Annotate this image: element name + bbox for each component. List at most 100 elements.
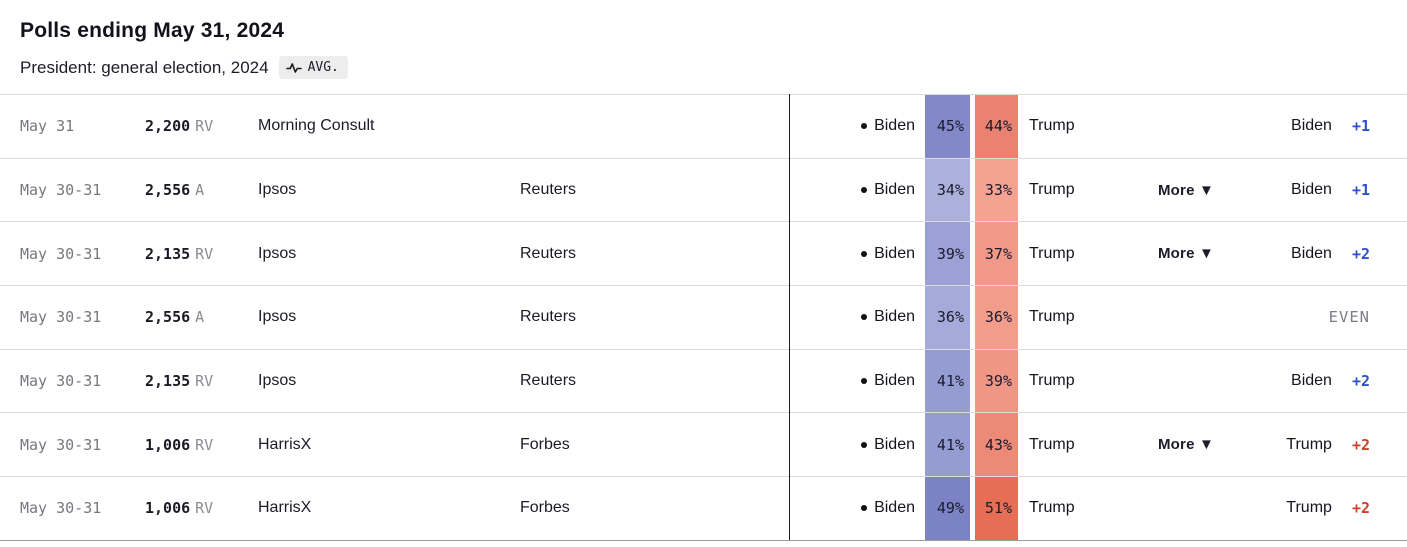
candidate-right-label: Trump xyxy=(1029,308,1075,326)
poll-row: May 30-31 2,135 RV Ipsos Reuters Biden 41… xyxy=(0,348,1407,413)
biden-pct-cell: 34% xyxy=(925,158,970,222)
avg-badge-label: AVG. xyxy=(307,60,339,75)
sample-size: 2,556 A xyxy=(145,181,205,200)
pollster-name: HarrisX xyxy=(258,499,312,517)
sponsor-name: Reuters xyxy=(520,372,577,390)
candidate-left-label: Biden xyxy=(789,222,925,285)
candidate-right-label: Trump xyxy=(1029,181,1075,199)
incumbent-dot-icon xyxy=(861,378,868,385)
candidate-left-label: Biden xyxy=(789,413,925,476)
candidate-right-label: Trump xyxy=(1029,244,1075,262)
poll-date: May 30-31 xyxy=(20,181,102,200)
result-cell: Biden +2 xyxy=(1234,350,1407,413)
leader-name: Biden xyxy=(1291,372,1332,390)
candidate-left-label: Biden xyxy=(789,350,925,413)
page-subtitle: President: general election, 2024 xyxy=(20,57,269,77)
incumbent-dot-icon xyxy=(861,250,868,257)
sample-size: 1,006 RV xyxy=(145,499,214,518)
biden-pct-cell: 49% xyxy=(925,477,970,540)
incumbent-dot-icon xyxy=(861,314,868,321)
pollster-name: Ipsos xyxy=(258,181,297,199)
candidate-left-label: Biden xyxy=(789,159,925,222)
sponsor-name: Forbes xyxy=(520,435,570,453)
trump-pct-cell: 44% xyxy=(975,95,1018,158)
pollster-name: Morning Consult xyxy=(258,117,375,135)
margin-value: +2 xyxy=(1351,435,1370,454)
poll-row: May 30-31 2,135 RV Ipsos Reuters Biden 39… xyxy=(0,221,1407,286)
trump-pct-cell: 39% xyxy=(975,349,1018,413)
biden-pct-cell: 39% xyxy=(925,222,970,286)
poll-row: May 30-31 1,006 RV HarrisX Forbes Biden 4… xyxy=(0,412,1407,477)
leader-name: EVEN xyxy=(1328,308,1370,327)
margin-value: +2 xyxy=(1351,372,1370,391)
poll-date: May 30-31 xyxy=(20,308,102,327)
margin-value: +2 xyxy=(1351,499,1370,518)
pollster-name: HarrisX xyxy=(258,435,312,453)
margin-value: +1 xyxy=(1351,117,1370,136)
sample-size: 2,556 A xyxy=(145,308,205,327)
pulse-icon xyxy=(285,62,302,74)
incumbent-dot-icon xyxy=(861,505,868,512)
sample-size: 1,006 RV xyxy=(145,435,214,454)
candidate-right-label: Trump xyxy=(1029,372,1075,390)
result-cell: Biden +1 xyxy=(1234,95,1407,158)
result-cell: Biden +1 xyxy=(1234,159,1407,222)
polls-table: May 31 2,200 RV Morning Consult Biden 45%… xyxy=(0,94,1407,541)
leader-name: Biden xyxy=(1291,181,1332,199)
sponsor-name: Reuters xyxy=(520,244,577,262)
result-cell: Trump +2 xyxy=(1234,413,1407,476)
leader-name: Trump xyxy=(1286,499,1332,517)
poll-date: May 31 xyxy=(20,117,75,136)
sponsor-name: Reuters xyxy=(520,181,577,199)
incumbent-dot-icon xyxy=(861,441,868,448)
candidate-right-label: Trump xyxy=(1029,499,1075,517)
biden-pct-cell: 41% xyxy=(925,349,970,413)
candidate-right-label: Trump xyxy=(1029,117,1075,135)
pollster-name: Ipsos xyxy=(258,372,297,390)
leader-name: Trump xyxy=(1286,435,1332,453)
biden-pct-cell: 45% xyxy=(925,95,970,158)
incumbent-dot-icon xyxy=(861,123,868,130)
result-cell: Trump +2 xyxy=(1234,477,1407,540)
pollster-name: Ipsos xyxy=(258,308,297,326)
result-cell: EVEN xyxy=(1234,286,1407,349)
sponsor-name: Forbes xyxy=(520,499,570,517)
more-button[interactable]: More ▼ xyxy=(1157,181,1215,199)
poll-date: May 30-31 xyxy=(20,244,102,263)
sponsor-name xyxy=(520,95,789,158)
candidate-left-label: Biden xyxy=(789,95,925,158)
poll-row: May 30-31 2,556 A Ipsos Reuters Biden 36%… xyxy=(0,285,1407,349)
avg-badge[interactable]: AVG. xyxy=(278,56,348,79)
poll-date: May 30-31 xyxy=(20,499,102,518)
trump-pct-cell: 36% xyxy=(975,286,1018,349)
poll-row: May 30-31 2,556 A Ipsos Reuters Biden 34%… xyxy=(0,157,1407,222)
poll-date: May 30-31 xyxy=(20,435,102,454)
candidate-left-label: Biden xyxy=(789,477,925,540)
trump-pct-cell: 37% xyxy=(975,222,1018,286)
pollster-name: Ipsos xyxy=(258,244,297,262)
poll-row: May 31 2,200 RV Morning Consult Biden 45%… xyxy=(0,94,1407,158)
sample-size: 2,135 RV xyxy=(145,372,214,391)
candidate-right-label: Trump xyxy=(1029,435,1075,453)
biden-pct-cell: 36% xyxy=(925,286,970,349)
result-cell: Biden +2 xyxy=(1234,222,1407,285)
poll-row: May 30-31 1,006 RV HarrisX Forbes Biden 4… xyxy=(0,476,1407,540)
sample-size: 2,200 RV xyxy=(145,117,214,136)
more-button[interactable]: More ▼ xyxy=(1157,436,1215,454)
page-title: Polls ending May 31, 2024 xyxy=(20,19,285,42)
trump-pct-cell: 33% xyxy=(975,158,1018,222)
trump-pct-cell: 43% xyxy=(975,413,1018,477)
trump-pct-cell: 51% xyxy=(975,477,1018,540)
margin-value: +2 xyxy=(1351,244,1370,263)
divider-line xyxy=(789,94,790,540)
leader-name: Biden xyxy=(1291,117,1332,135)
incumbent-dot-icon xyxy=(861,187,868,194)
margin-value: +1 xyxy=(1351,181,1370,200)
sample-size: 2,135 RV xyxy=(145,244,214,263)
more-button[interactable]: More ▼ xyxy=(1157,245,1215,263)
sponsor-name: Reuters xyxy=(520,308,577,326)
page-header: Polls ending May 31, 2024 President: gen… xyxy=(0,0,1407,79)
biden-pct-cell: 41% xyxy=(925,413,970,477)
leader-name: Biden xyxy=(1291,244,1332,262)
poll-date: May 30-31 xyxy=(20,372,102,391)
